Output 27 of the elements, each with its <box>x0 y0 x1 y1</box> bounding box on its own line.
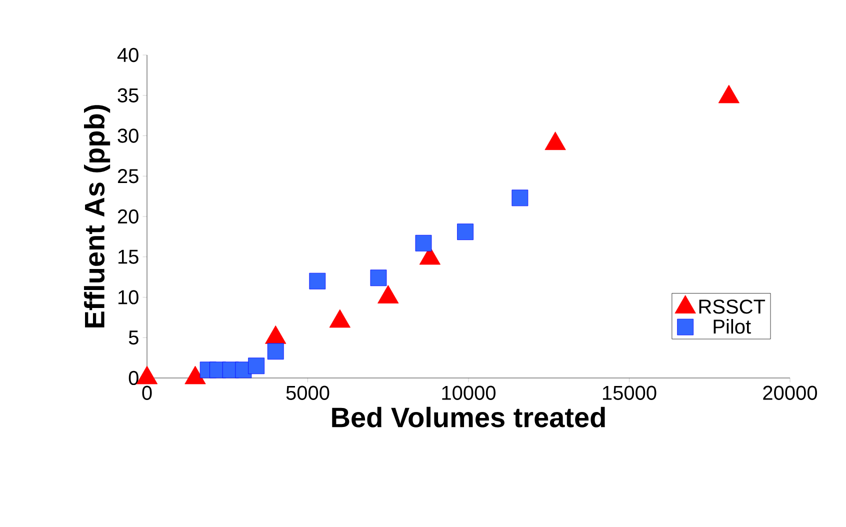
y-tick-label: 0 <box>128 370 138 386</box>
point <box>718 84 740 104</box>
point <box>309 272 326 290</box>
y-tick-label: 5 <box>128 330 138 345</box>
legend-label: RSSCT <box>699 300 766 314</box>
point <box>512 190 528 206</box>
point <box>457 224 474 240</box>
x-tick-label: 10000 <box>442 386 496 400</box>
x-tick-label: 20000 <box>763 386 818 400</box>
y-tick-label: 10 <box>118 290 138 304</box>
point <box>267 343 284 360</box>
y-tick-label: 25 <box>118 169 138 184</box>
y-tick-label: 40 <box>117 48 138 62</box>
y-tick-label: 35 <box>118 88 138 102</box>
x-tick-label: 5000 <box>286 386 330 400</box>
point <box>248 358 265 374</box>
y-tick-label: 15 <box>118 250 138 264</box>
y-axis-title: Effluent As (ppb) <box>84 105 110 328</box>
x-tick-label: 0 <box>142 386 152 400</box>
point <box>370 270 387 286</box>
x-tick-label: 15000 <box>602 386 656 400</box>
legend-label: Pilot <box>714 319 751 334</box>
point <box>544 132 566 150</box>
x-axis-title: Bed Volumes treated <box>332 406 605 428</box>
y-tick-label: 20 <box>118 209 138 224</box>
point <box>415 234 432 252</box>
y-tick-label: 30 <box>118 128 138 143</box>
